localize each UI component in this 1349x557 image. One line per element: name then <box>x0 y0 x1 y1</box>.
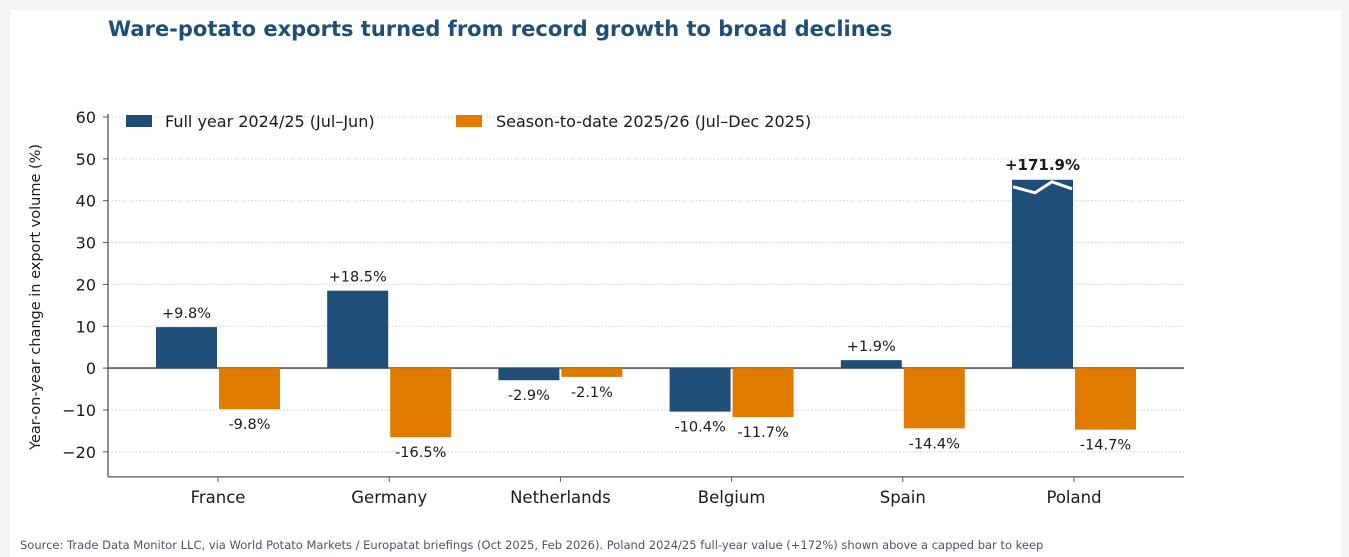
data-label: -9.8% <box>228 417 270 433</box>
bar-poland-full-year <box>1012 179 1073 369</box>
data-label: -14.7% <box>1080 438 1131 454</box>
x-tick-label: Poland <box>1046 488 1101 507</box>
data-label: -16.5% <box>395 445 446 461</box>
data-label: -11.7% <box>737 425 788 441</box>
data-label: +9.8% <box>162 306 211 322</box>
bar-belgium-season-to-date <box>732 368 794 418</box>
x-tick-label: Belgium <box>698 488 766 507</box>
y-tick-label: −20 <box>62 443 96 462</box>
data-label: -2.9% <box>508 388 550 404</box>
bar-belgium-full-year <box>669 368 731 412</box>
y-tick-label: −10 <box>62 401 96 420</box>
legend-label-full-year: Full year 2024/25 (Jul–Jun) <box>165 112 375 131</box>
data-label: +1.9% <box>847 339 896 355</box>
y-tick-label: 60 <box>76 108 96 127</box>
legend-swatch-full-year <box>126 115 152 127</box>
x-tick-label: France <box>191 488 246 507</box>
chart-title: Ware-potato exports turned from record g… <box>108 17 893 41</box>
y-tick-label: 0 <box>86 359 96 378</box>
axis-break-mark <box>1012 180 1073 195</box>
bar-germany-season-to-date <box>390 368 452 438</box>
data-label: +18.5% <box>329 270 387 286</box>
y-tick-label: 50 <box>76 150 96 169</box>
legend-swatch-season-to-date <box>456 115 482 127</box>
bar-poland-season-to-date <box>1075 368 1136 430</box>
bar-spain-season-to-date <box>903 368 965 429</box>
source-note: Source: Trade Data Monitor LLC, via Worl… <box>20 538 1044 552</box>
bar-netherlands-season-to-date <box>561 368 623 377</box>
data-label: -2.1% <box>571 385 613 401</box>
bar-germany-full-year <box>327 290 389 369</box>
data-label: +171.9% <box>1005 156 1080 174</box>
data-label: -14.4% <box>909 436 960 452</box>
data-label: -10.4% <box>674 420 725 436</box>
x-tick-label: Spain <box>880 488 926 507</box>
y-tick-label: 10 <box>76 317 96 336</box>
legend-label-season-to-date: Season-to-date 2025/26 (Jul–Dec 2025) <box>496 112 811 131</box>
x-tick-label: Germany <box>351 488 427 507</box>
bar-netherlands-full-year <box>498 368 560 381</box>
chart-card <box>10 10 1341 557</box>
bar-spain-full-year <box>840 360 902 369</box>
bar-france-full-year <box>156 327 217 369</box>
y-tick-label: 20 <box>76 275 96 294</box>
x-tick-label: Netherlands <box>510 488 611 507</box>
y-axis-label: Year-on-year change in export volume (%) <box>28 144 44 451</box>
y-tick-label: 30 <box>76 234 96 253</box>
y-tick-label: 40 <box>76 192 96 211</box>
bar-france-season-to-date <box>219 368 280 410</box>
